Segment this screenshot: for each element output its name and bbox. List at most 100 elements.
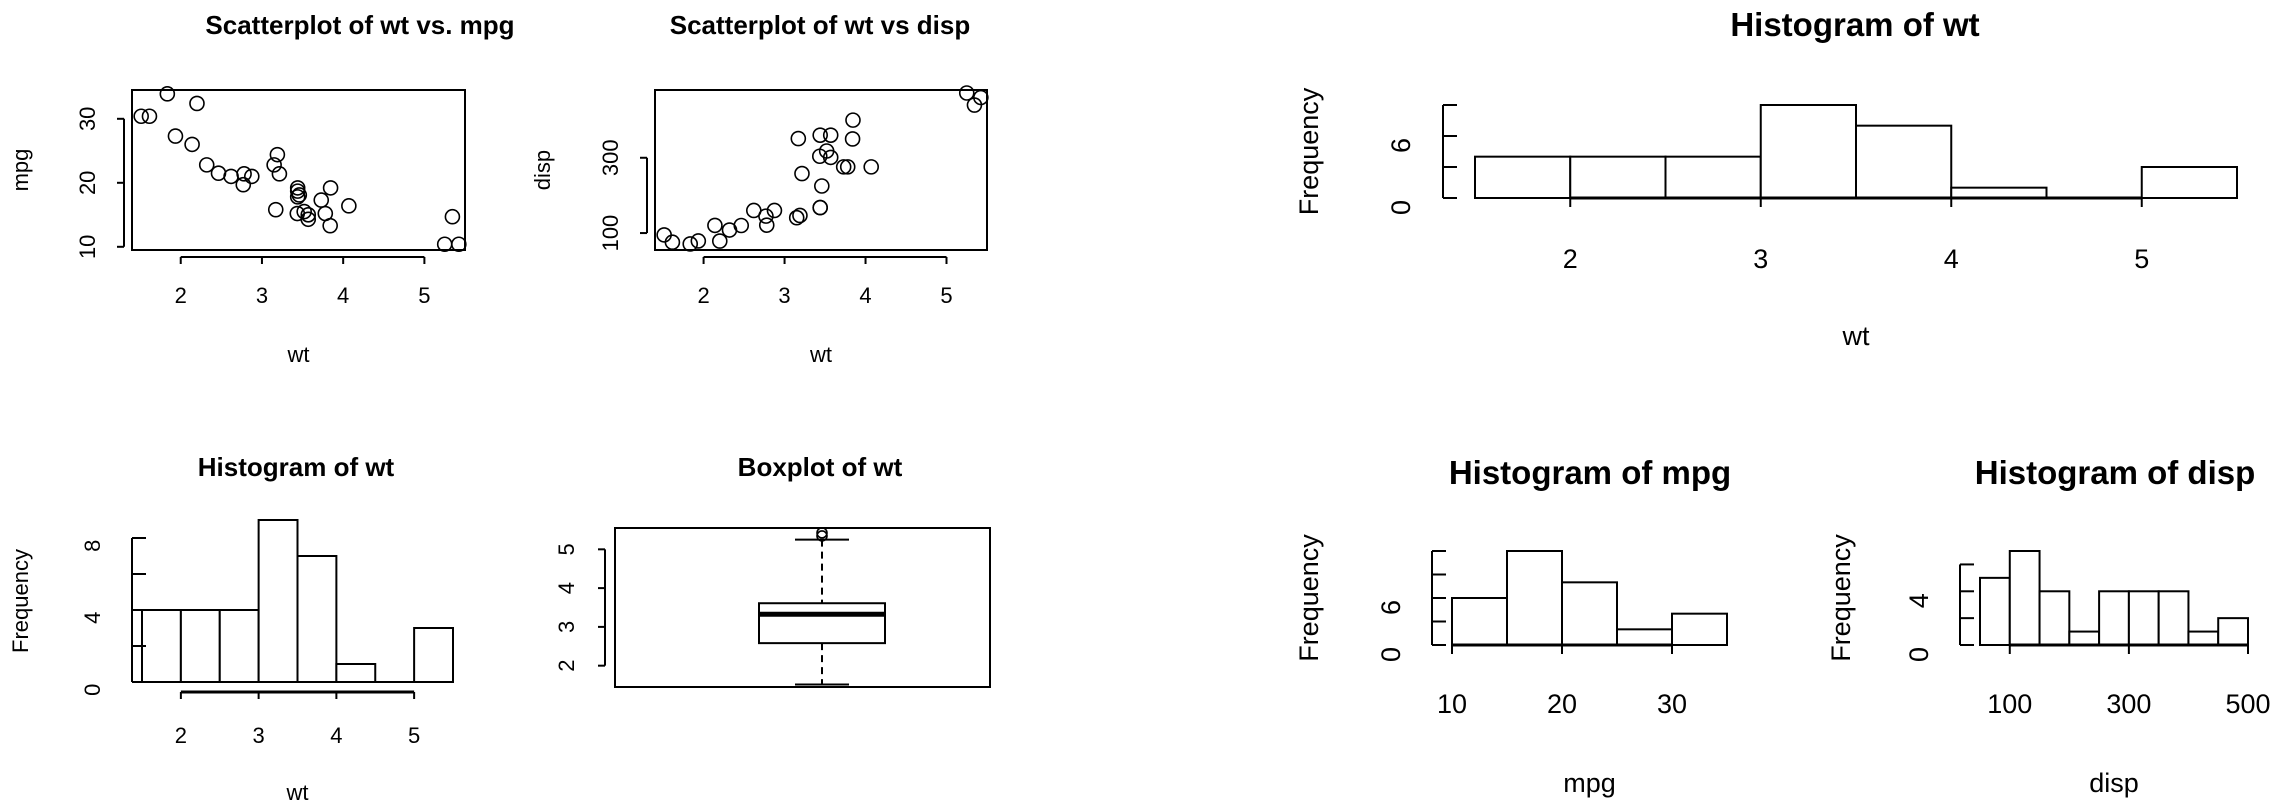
- chart-title: Histogram of mpg: [1449, 454, 1731, 491]
- chart-hist_mpg: [1431, 550, 1728, 654]
- data-point: [656, 227, 672, 243]
- data-point: [159, 86, 176, 102]
- data-point: [788, 209, 805, 226]
- data-point: [300, 207, 317, 223]
- data-point: [167, 128, 184, 144]
- data-point: [313, 192, 330, 208]
- histogram-bar: [2140, 166, 2238, 199]
- data-point: [210, 165, 227, 181]
- x-axis-label: wt: [809, 342, 832, 367]
- chart-scatter_disp: [640, 85, 989, 264]
- histogram-bar: [1451, 597, 1508, 646]
- data-point: [664, 234, 681, 251]
- x-tick-label: 5: [940, 283, 952, 308]
- x-tick-label: 2: [175, 283, 187, 308]
- x-tick-label: 4: [337, 283, 349, 308]
- chart-scatter_mpg: [117, 86, 467, 264]
- data-point: [812, 199, 828, 216]
- histogram-bar: [2068, 630, 2101, 646]
- data-point: [451, 236, 467, 253]
- x-tick-label: 3: [1753, 244, 1768, 274]
- histogram-bar: [2127, 590, 2160, 646]
- data-point: [792, 207, 808, 224]
- data-point: [235, 176, 252, 193]
- y-tick-label: 100: [598, 215, 623, 252]
- x-tick-label: 3: [253, 723, 265, 748]
- histogram-bar: [257, 519, 299, 683]
- plot-frame: [131, 89, 466, 251]
- x-tick-label: 4: [859, 283, 871, 308]
- y-tick-label: 4: [1904, 593, 1934, 608]
- data-point: [958, 85, 975, 101]
- data-point: [814, 178, 830, 194]
- data-point: [289, 205, 306, 222]
- data-point: [322, 180, 339, 196]
- data-point: [271, 166, 288, 182]
- histogram-bar: [1671, 612, 1728, 647]
- x-tick-label: 20: [1547, 689, 1577, 719]
- x-tick-label: 2: [697, 283, 709, 308]
- y-tick-label: 30: [75, 107, 100, 131]
- y-tick-label: 4: [80, 612, 105, 624]
- x-tick-label: 5: [2134, 244, 2149, 274]
- y-tick-label: 20: [75, 171, 100, 195]
- data-point: [289, 189, 306, 205]
- data-point: [811, 148, 828, 165]
- y-tick-label: 300: [598, 139, 623, 176]
- y-tick-label: 0: [1376, 647, 1406, 662]
- chart-title: Scatterplot of wt vs disp: [670, 10, 971, 40]
- histogram-bar: [413, 627, 454, 683]
- x-tick-label: 2: [1563, 244, 1578, 274]
- y-axis-label: disp: [530, 150, 555, 190]
- x-axis-label: disp: [2089, 768, 2139, 798]
- x-tick-label: 5: [408, 723, 420, 748]
- histogram-bar: [179, 609, 221, 683]
- data-point: [758, 208, 774, 224]
- x-axis-label: wt: [287, 342, 310, 367]
- data-point: [296, 203, 312, 220]
- histogram-bar: [1855, 124, 1953, 199]
- x-tick-label: 500: [2225, 689, 2270, 719]
- data-point: [711, 233, 728, 249]
- x-tick-label: 3: [778, 283, 790, 308]
- plot-frame: [614, 527, 991, 688]
- histogram-bar: [1616, 628, 1673, 646]
- y-axis-label: Frequency: [1826, 534, 1856, 662]
- histogram-bar: [2187, 630, 2220, 646]
- x-axis-label: wt: [1842, 321, 1870, 351]
- histogram-bar: [2217, 617, 2249, 647]
- histogram-bar: [1664, 155, 1762, 200]
- y-tick-label: 8: [80, 540, 105, 552]
- y-tick-label: 6: [1376, 600, 1406, 615]
- y-tick-label: 3: [554, 621, 579, 633]
- data-point: [790, 130, 807, 147]
- x-tick-label: 100: [1987, 689, 2032, 719]
- data-point: [243, 168, 260, 185]
- data-point: [184, 136, 200, 153]
- histogram-bar: [1474, 155, 1572, 200]
- data-point: [267, 201, 284, 218]
- histogram-bar: [2157, 590, 2190, 646]
- data-point: [733, 217, 750, 234]
- y-axis-label: mpg: [8, 149, 33, 192]
- chart-hist_wt_small: [131, 519, 454, 699]
- data-point: [236, 166, 252, 182]
- data-point: [690, 233, 707, 249]
- x-tick-label: 30: [1657, 689, 1687, 719]
- histogram-bar: [1506, 550, 1563, 646]
- plot-frame: [654, 89, 988, 251]
- histogram-bar: [218, 609, 260, 683]
- x-axis-label: mpg: [1563, 768, 1616, 798]
- y-axis-label: Frequency: [1294, 534, 1324, 662]
- data-point: [341, 198, 357, 214]
- y-tick-label: 10: [75, 235, 100, 259]
- data-point: [682, 236, 699, 252]
- data-point: [794, 165, 810, 182]
- data-point: [266, 157, 282, 173]
- chart-title: Histogram of wt: [198, 452, 395, 482]
- y-tick-label: 0: [1904, 647, 1934, 662]
- histogram-bar: [296, 555, 338, 683]
- data-point: [289, 180, 306, 196]
- chart-box_wt: [598, 527, 991, 688]
